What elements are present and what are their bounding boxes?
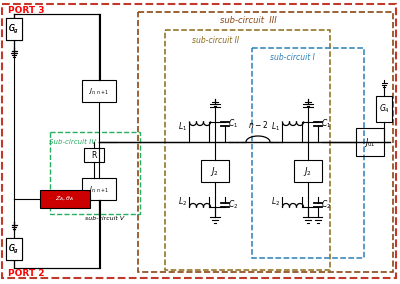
Text: $C_2$: $C_2$	[321, 199, 331, 211]
Text: $L_2$: $L_2$	[178, 196, 188, 208]
Text: sub-circuit I: sub-circuit I	[270, 53, 315, 62]
Text: $J_2$: $J_2$	[304, 164, 312, 178]
Bar	[82, 178, 116, 200]
Text: $G_g$: $G_g$	[8, 22, 20, 36]
Text: PORT 3: PORT 3	[8, 5, 44, 14]
Bar	[6, 238, 22, 260]
Bar	[165, 30, 330, 270]
Text: $C_1$: $C_1$	[228, 118, 238, 130]
Bar	[84, 148, 104, 162]
Text: sub-circuit II: sub-circuit II	[192, 36, 239, 45]
Text: $J_2$: $J_2$	[210, 164, 220, 178]
Text: $J_{n,n+1}$: $J_{n,n+1}$	[88, 184, 110, 194]
Text: PORT 2: PORT 2	[8, 270, 44, 279]
Text: $C_2$: $C_2$	[228, 199, 238, 211]
Bar	[356, 128, 384, 156]
Text: sub-circuit V: sub-circuit V	[85, 216, 124, 220]
Text: $n-2$: $n-2$	[248, 118, 268, 130]
Text: $L_1$: $L_1$	[272, 121, 280, 133]
Text: $C_1$: $C_1$	[321, 118, 331, 130]
Text: $L_1$: $L_1$	[178, 121, 188, 133]
Bar	[294, 160, 322, 182]
Bar	[6, 238, 22, 260]
Bar	[82, 80, 116, 102]
Text: $G_g$: $G_g$	[8, 22, 20, 36]
Bar	[138, 12, 393, 272]
Text: $J_{n,n+1}$: $J_{n,n+1}$	[88, 86, 110, 96]
Text: $G_g$: $G_g$	[8, 243, 20, 256]
Text: $L_2$: $L_2$	[272, 196, 280, 208]
Text: $G_g$: $G_g$	[8, 243, 20, 256]
Text: $Z_A,\theta_A$: $Z_A,\theta_A$	[55, 195, 75, 203]
Text: $G_4$: $G_4$	[378, 103, 390, 115]
Text: sub-circuit  III: sub-circuit III	[220, 16, 277, 24]
Bar	[201, 160, 229, 182]
Bar	[6, 18, 22, 40]
Bar	[252, 48, 364, 258]
Bar	[40, 190, 90, 208]
Bar	[50, 132, 140, 214]
Text: Sub-circuit IV: Sub-circuit IV	[48, 139, 96, 145]
Text: R: R	[91, 151, 97, 160]
Text: $J_{01}$: $J_{01}$	[364, 135, 376, 149]
Bar	[376, 96, 392, 122]
Bar	[6, 18, 22, 40]
